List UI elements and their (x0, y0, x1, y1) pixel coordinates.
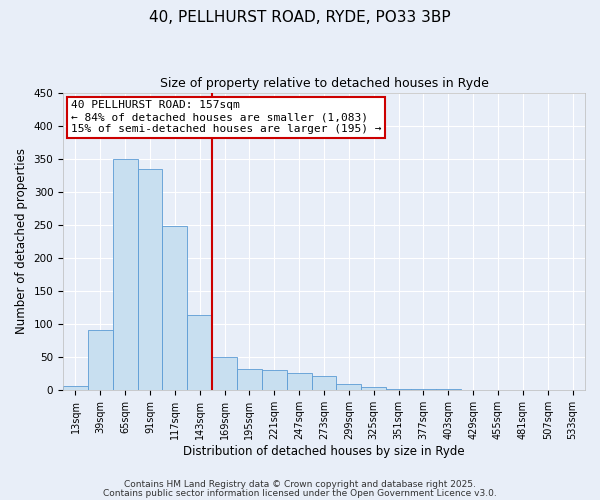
X-axis label: Distribution of detached houses by size in Ryde: Distribution of detached houses by size … (183, 444, 465, 458)
Text: 40 PELLHURST ROAD: 157sqm
← 84% of detached houses are smaller (1,083)
15% of se: 40 PELLHURST ROAD: 157sqm ← 84% of detac… (71, 100, 382, 134)
Y-axis label: Number of detached properties: Number of detached properties (15, 148, 28, 334)
Bar (337, 384, 361, 390)
Bar (311, 376, 337, 390)
Bar (187, 316, 212, 390)
Bar (386, 389, 411, 390)
Text: Contains public sector information licensed under the Open Government Licence v3: Contains public sector information licen… (103, 488, 497, 498)
Text: Contains HM Land Registry data © Crown copyright and database right 2025.: Contains HM Land Registry data © Crown c… (124, 480, 476, 489)
Bar (361, 387, 386, 390)
Bar (88, 330, 113, 390)
Bar (411, 389, 436, 390)
Bar (237, 368, 262, 390)
Bar (63, 386, 88, 390)
Bar (113, 159, 137, 390)
Bar (137, 169, 163, 390)
Bar (287, 374, 311, 390)
Bar (212, 357, 237, 390)
Text: 40, PELLHURST ROAD, RYDE, PO33 3BP: 40, PELLHURST ROAD, RYDE, PO33 3BP (149, 10, 451, 25)
Title: Size of property relative to detached houses in Ryde: Size of property relative to detached ho… (160, 78, 488, 90)
Bar (163, 226, 187, 390)
Bar (262, 370, 287, 390)
Bar (436, 389, 461, 390)
